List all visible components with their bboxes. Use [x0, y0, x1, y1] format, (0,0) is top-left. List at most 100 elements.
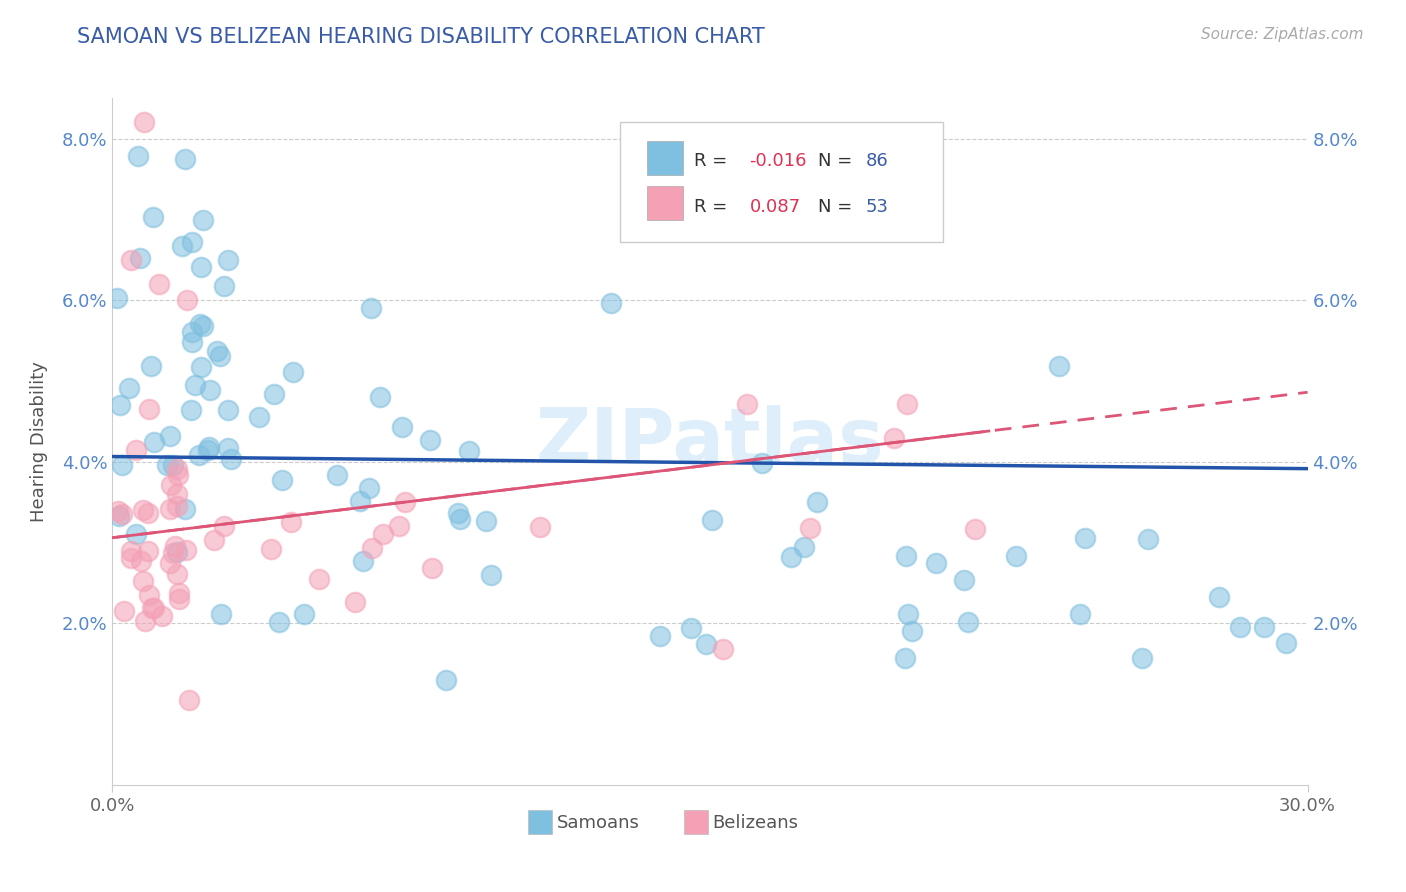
Point: [1275, 636, 1298, 650]
Point: [180, 402, 202, 417]
Point: [167, 468, 190, 483]
Point: [127, 149, 149, 163]
Point: [897, 607, 920, 621]
Point: [391, 420, 413, 434]
Point: [1208, 590, 1230, 604]
Point: [360, 301, 382, 316]
Point: [112, 604, 135, 618]
Point: [166, 462, 188, 476]
Point: [894, 549, 917, 563]
Point: [148, 277, 170, 291]
Point: [125, 527, 148, 541]
Text: N =: N =: [818, 198, 852, 216]
Point: [447, 506, 470, 520]
Point: [188, 318, 211, 332]
Text: 53: 53: [866, 198, 889, 216]
Text: ZIPatlas: ZIPatlas: [536, 405, 884, 478]
Text: 0.087: 0.087: [749, 198, 800, 216]
FancyBboxPatch shape: [620, 122, 943, 243]
Point: [183, 377, 205, 392]
Point: [449, 512, 471, 526]
Point: [894, 651, 917, 665]
Point: [1136, 532, 1159, 546]
Point: [198, 383, 221, 397]
Point: [679, 621, 702, 635]
Point: [308, 572, 330, 586]
Point: [159, 429, 181, 443]
Y-axis label: Hearing Disability: Hearing Disability: [30, 361, 48, 522]
Point: [198, 440, 221, 454]
Point: [263, 386, 285, 401]
Point: [129, 251, 152, 265]
Point: [361, 541, 384, 555]
Point: [883, 432, 905, 446]
Point: [1069, 607, 1091, 622]
Point: [120, 544, 142, 558]
Point: [167, 592, 190, 607]
Point: [479, 567, 502, 582]
Point: [107, 504, 129, 518]
Point: [174, 543, 197, 558]
Point: [111, 458, 134, 473]
Point: [529, 520, 551, 534]
Point: [793, 540, 815, 554]
Point: [214, 519, 236, 533]
Text: N =: N =: [818, 153, 852, 170]
Point: [326, 468, 349, 483]
Point: [352, 554, 374, 568]
Point: [166, 487, 188, 501]
Point: [132, 574, 155, 588]
Point: [166, 566, 188, 581]
Point: [159, 502, 181, 516]
Point: [260, 542, 283, 557]
Point: [208, 349, 231, 363]
Point: [419, 434, 441, 448]
Point: [191, 319, 214, 334]
Point: [138, 401, 160, 416]
Point: [735, 397, 758, 411]
Point: [221, 451, 243, 466]
Point: [170, 239, 193, 253]
Text: 86: 86: [866, 153, 889, 170]
Point: [1229, 619, 1251, 633]
Point: [108, 509, 131, 524]
Point: [711, 642, 734, 657]
Point: [349, 493, 371, 508]
Point: [188, 448, 211, 462]
Point: [179, 693, 201, 707]
Point: [134, 614, 156, 628]
Point: [129, 554, 152, 568]
Point: [650, 629, 672, 643]
Text: R =: R =: [695, 153, 728, 170]
Point: [247, 410, 270, 425]
Point: [394, 495, 416, 509]
Point: [368, 390, 391, 404]
Point: [107, 291, 129, 305]
Point: [136, 506, 159, 520]
Point: [174, 152, 197, 166]
Point: [700, 512, 723, 526]
Point: [217, 252, 239, 267]
Point: [162, 458, 184, 472]
Point: [166, 545, 188, 559]
Point: [111, 508, 134, 522]
Point: [270, 474, 292, 488]
Point: [142, 601, 165, 615]
Point: [209, 607, 232, 621]
Text: SAMOAN VS BELIZEAN HEARING DISABILITY CORRELATION CHART: SAMOAN VS BELIZEAN HEARING DISABILITY CO…: [77, 27, 765, 46]
Point: [176, 293, 198, 307]
Point: [212, 279, 235, 293]
Point: [896, 397, 918, 411]
Point: [280, 515, 302, 529]
Text: Belizeans: Belizeans: [713, 814, 799, 831]
Point: [174, 501, 197, 516]
Point: [190, 359, 212, 374]
Point: [924, 556, 946, 570]
Point: [143, 434, 166, 449]
Point: [191, 212, 214, 227]
Text: Samoans: Samoans: [557, 814, 640, 831]
FancyBboxPatch shape: [647, 186, 682, 220]
Point: [181, 325, 204, 339]
Point: [901, 624, 924, 639]
Point: [600, 296, 623, 310]
